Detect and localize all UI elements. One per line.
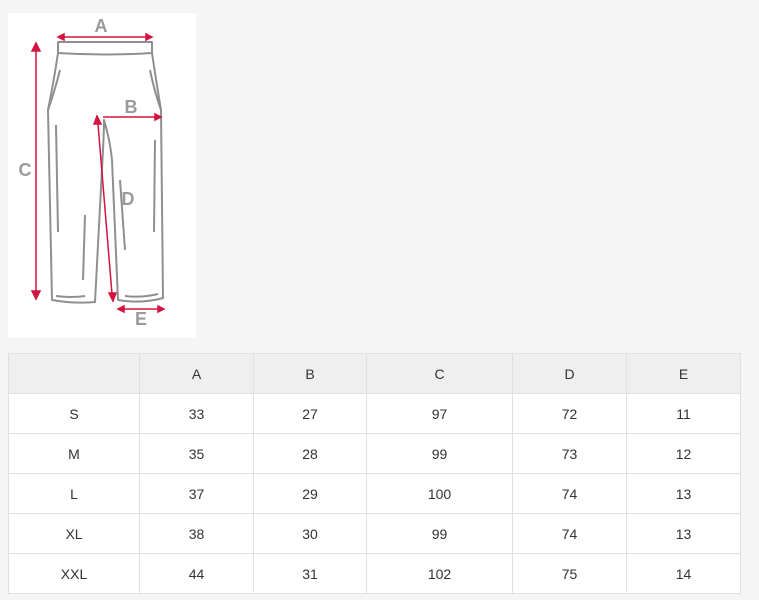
value-cell: 74 — [512, 513, 627, 554]
column-header: E — [626, 353, 741, 394]
corner-cell — [8, 353, 140, 394]
value-cell: 35 — [139, 433, 254, 474]
label-a: A — [95, 16, 108, 36]
table-body: S 33 27 97 72 11 M 35 28 99 73 12 L 37 29 100 74 13 XL 38 30… — [8, 393, 741, 594]
value-cell: 30 — [253, 513, 367, 554]
value-cell: 13 — [626, 513, 741, 554]
value-cell: 37 — [139, 473, 254, 514]
value-cell: 44 — [139, 553, 254, 594]
pants-diagram: A B C D E — [18, 15, 166, 329]
size-cell: XL — [8, 513, 140, 554]
value-cell: 97 — [366, 393, 513, 434]
value-cell: 14 — [626, 553, 741, 594]
column-header: B — [253, 353, 367, 394]
value-cell: 11 — [626, 393, 741, 434]
table-row: S 33 27 97 72 11 — [8, 393, 741, 434]
column-header: D — [512, 353, 627, 394]
value-cell: 99 — [366, 433, 513, 474]
value-cell: 102 — [366, 553, 513, 594]
value-cell: 28 — [253, 433, 367, 474]
table-row: XL 38 30 99 74 13 — [8, 513, 741, 554]
table-row: M 35 28 99 73 12 — [8, 433, 741, 474]
value-cell: 38 — [139, 513, 254, 554]
label-d: D — [122, 189, 135, 209]
column-header: A — [139, 353, 254, 394]
value-cell: 99 — [366, 513, 513, 554]
value-cell: 100 — [366, 473, 513, 514]
value-cell: 75 — [512, 553, 627, 594]
value-cell: 29 — [253, 473, 367, 514]
value-cell: 33 — [139, 393, 254, 434]
value-cell: 31 — [253, 553, 367, 594]
label-b: B — [125, 97, 138, 117]
value-cell: 73 — [512, 433, 627, 474]
label-e: E — [135, 309, 147, 329]
pants-outline — [47, 41, 164, 304]
value-cell: 13 — [626, 473, 741, 514]
label-c: C — [19, 160, 32, 180]
table-row: L 37 29 100 74 13 — [8, 473, 741, 514]
value-cell: 27 — [253, 393, 367, 434]
size-cell: S — [8, 393, 140, 434]
size-cell: M — [8, 433, 140, 474]
table-row: XXL 44 31 102 75 14 — [8, 553, 741, 594]
column-header: C — [366, 353, 513, 394]
measure-arrows — [30, 32, 166, 314]
size-cell: L — [8, 473, 140, 514]
value-cell: 74 — [512, 473, 627, 514]
value-cell: 72 — [512, 393, 627, 434]
value-cell: 12 — [626, 433, 741, 474]
size-cell: XXL — [8, 553, 140, 594]
